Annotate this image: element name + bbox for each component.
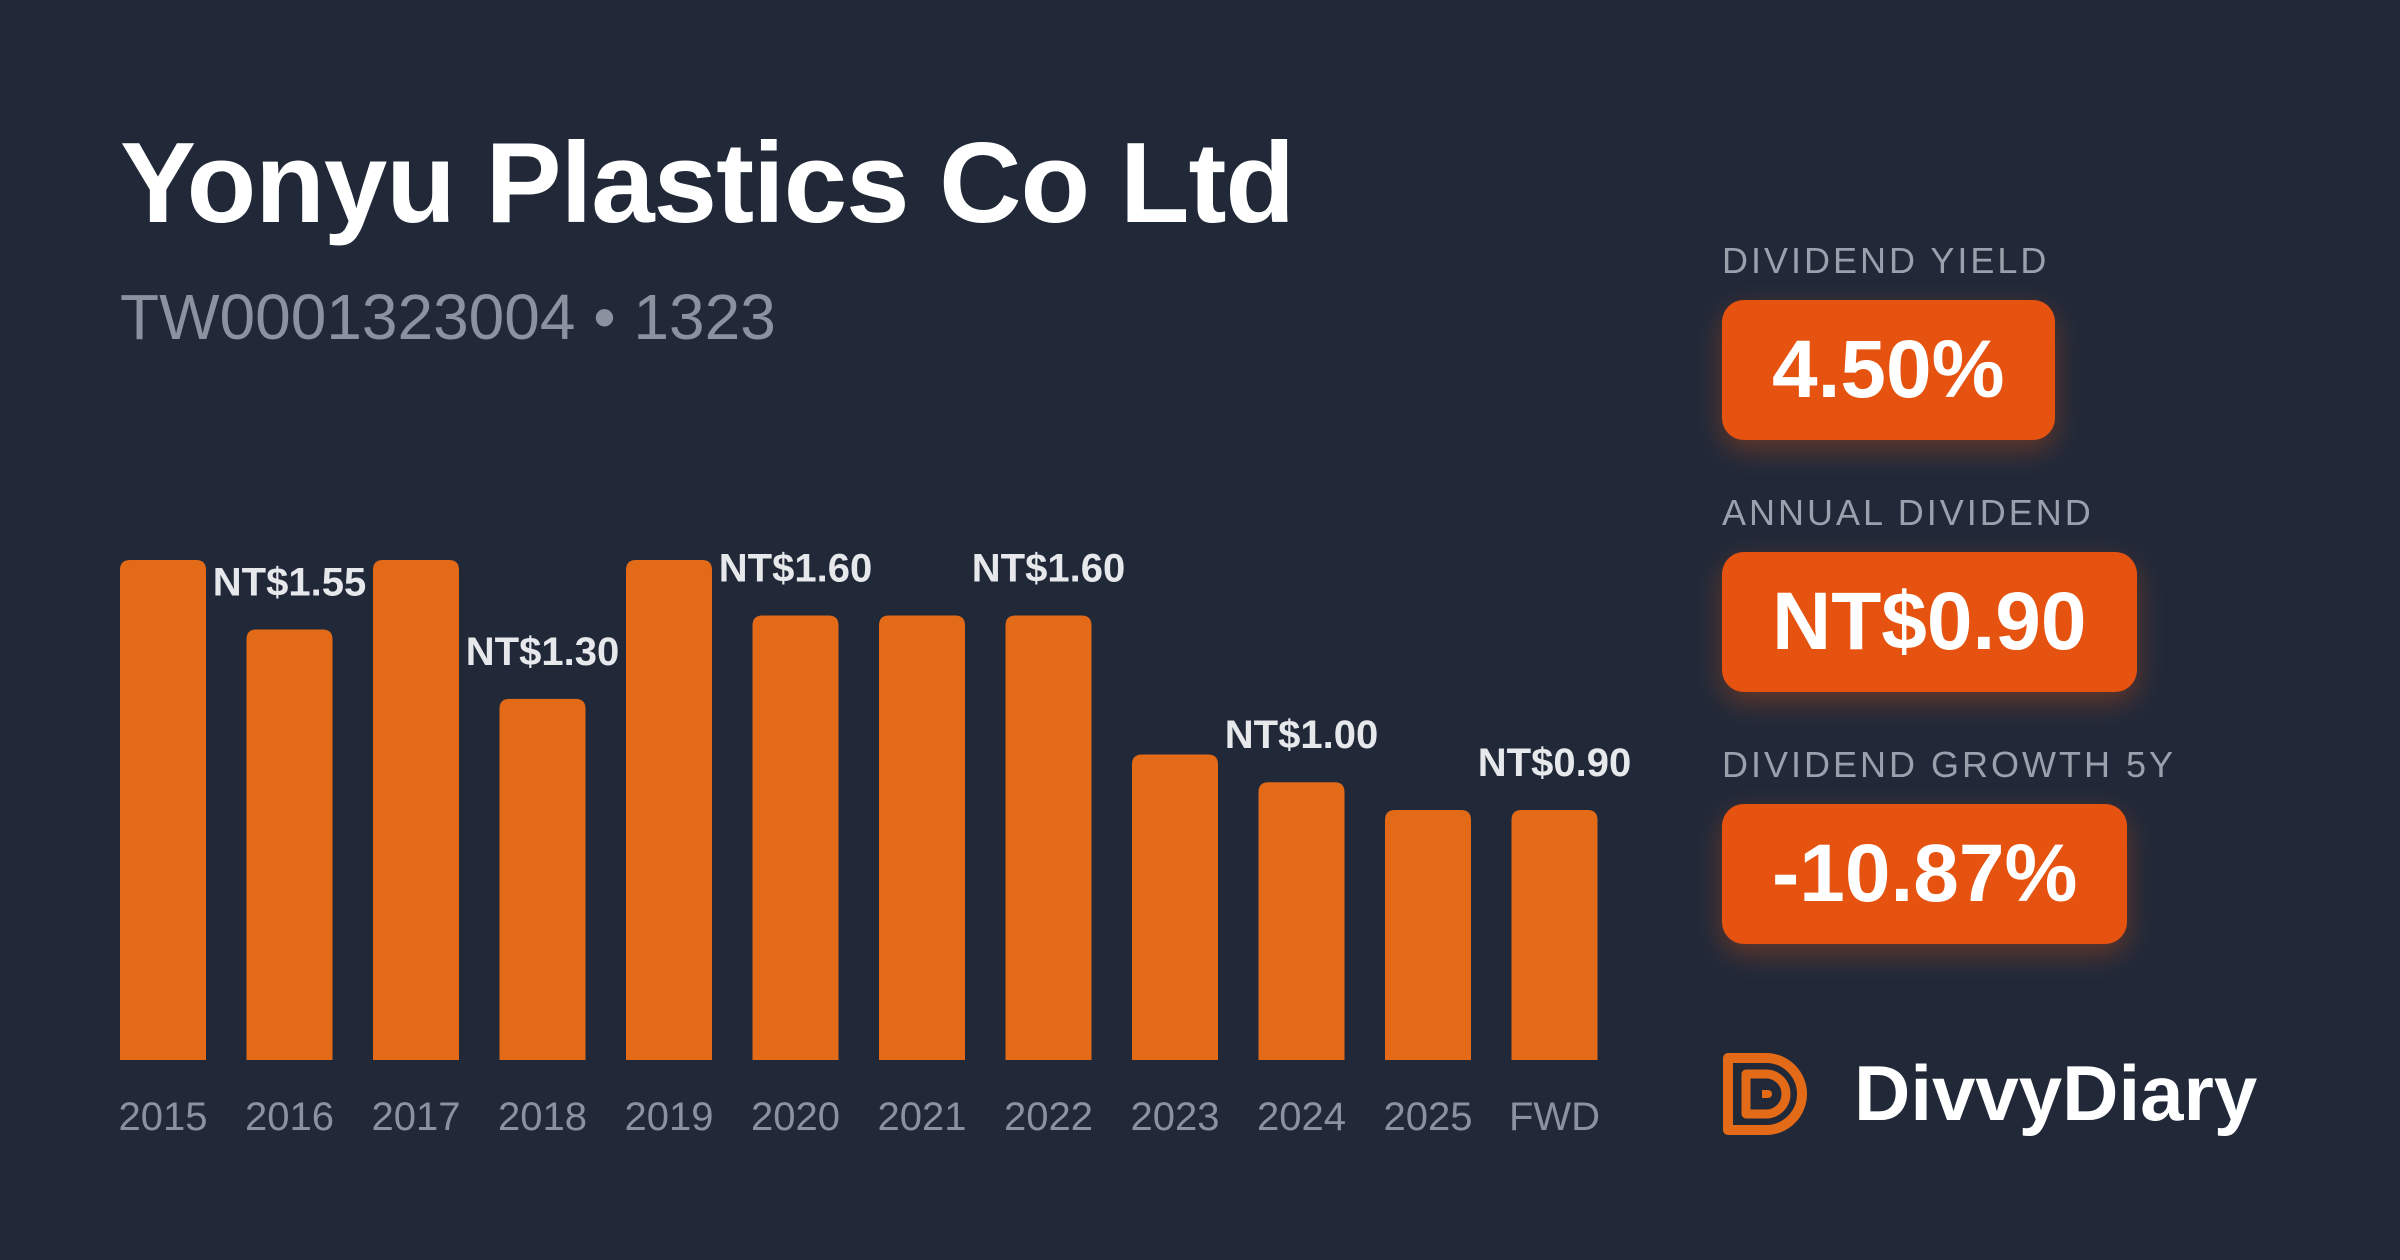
- dividend-yield-value: 4.50%: [1722, 300, 2055, 440]
- bar-2021: [879, 615, 965, 1060]
- x-tick-label: 2025: [1384, 1095, 1473, 1139]
- x-tick-label: 2016: [245, 1095, 334, 1139]
- data-label: NT$1.60: [719, 547, 872, 591]
- bar-2022: [1005, 615, 1092, 1060]
- bar-2020: [752, 615, 839, 1060]
- x-tick-label: 2022: [1004, 1095, 1093, 1139]
- x-tick-label: 2024: [1257, 1095, 1346, 1139]
- divvydiary-logo: DivvyDiary: [1722, 1048, 2257, 1139]
- x-tick-label: 2021: [878, 1095, 967, 1139]
- bar-2016: [246, 629, 333, 1060]
- bar-2023: [1132, 754, 1218, 1060]
- bar-2018: [499, 698, 586, 1060]
- bar-2017: [373, 560, 459, 1060]
- page-title: Yonyu Plastics Co Ltd: [120, 120, 1295, 247]
- data-label: NT$0.90: [1478, 741, 1631, 785]
- x-tick-label: 2015: [119, 1095, 208, 1139]
- annual-dividend-value: NT$0.90: [1722, 552, 2137, 692]
- data-label: NT$1.60: [972, 547, 1125, 591]
- x-tick-label: 2020: [751, 1095, 840, 1139]
- bar-2015: [120, 560, 206, 1060]
- isin-ticker-subtitle: TW0001323004 • 1323: [120, 281, 776, 353]
- bar-2019: [626, 560, 712, 1060]
- data-label: NT$1.30: [466, 630, 619, 674]
- x-tick-label: 2019: [625, 1095, 714, 1139]
- data-label: NT$1.55: [213, 560, 366, 604]
- x-tick-label: 2018: [498, 1095, 587, 1139]
- x-tick-label: FWD: [1509, 1095, 1600, 1139]
- brand-name: DivvyDiary: [1854, 1049, 2258, 1137]
- divvydiary-logo-icon: [1723, 1052, 1807, 1135]
- x-tick-label: 2023: [1131, 1095, 1220, 1139]
- bar-2025: [1385, 810, 1471, 1060]
- dividend-growth-value: -10.87%: [1722, 804, 2128, 944]
- dividend-yield-label: DIVIDEND YIELD: [1722, 240, 2050, 281]
- dividend-bar-chart: 2015 2016 NT$1.55 2017 2018 NT$1.30 2019 2020 NT…: [119, 547, 1632, 1139]
- annual-dividend-label: ANNUAL DIVIDEND: [1722, 492, 2094, 533]
- bar-2024: [1258, 782, 1345, 1060]
- bar-FWD: [1511, 810, 1598, 1060]
- data-label: NT$1.00: [1225, 713, 1378, 757]
- dividend-growth-label: DIVIDEND GROWTH 5Y: [1722, 744, 2177, 785]
- x-tick-label: 2017: [372, 1095, 461, 1139]
